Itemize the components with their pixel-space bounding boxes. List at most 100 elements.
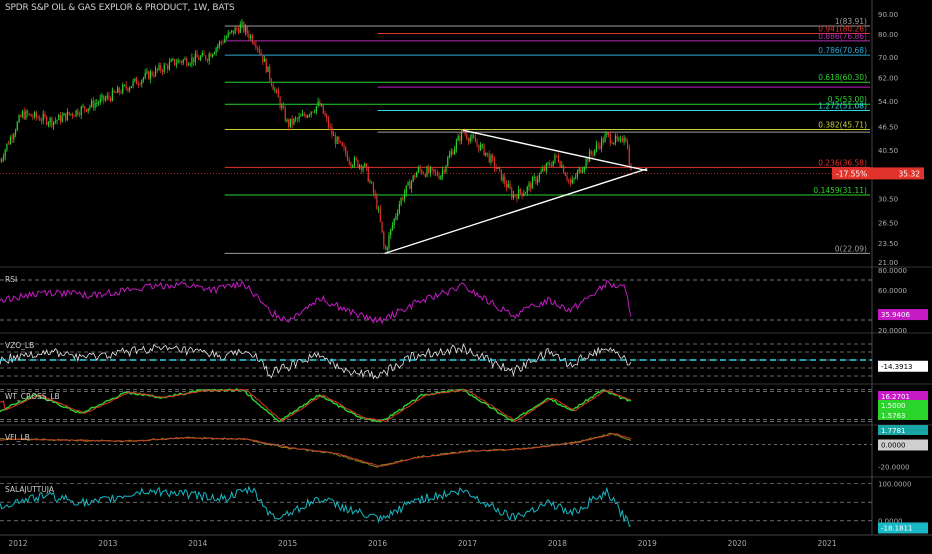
candle-body	[129, 87, 131, 91]
candle-body	[609, 134, 611, 143]
indicator-label: VFI_LB	[5, 433, 30, 442]
candle-body	[270, 78, 273, 85]
fib-level-label: 0(22.09)	[835, 244, 867, 253]
time-axis-tick: 2012	[8, 539, 27, 548]
candle-body	[137, 84, 139, 86]
candle-body	[40, 120, 43, 122]
vfi-line-signal	[0, 433, 632, 467]
vzo-value-text: -14.3913	[881, 363, 912, 371]
candle-body	[397, 212, 399, 217]
candle-body	[391, 225, 394, 230]
candle-body	[9, 137, 11, 145]
sala-value-tag	[878, 522, 928, 534]
candle-body	[582, 170, 584, 173]
candle-body	[575, 177, 577, 179]
candle-body	[63, 113, 65, 116]
candle-body	[180, 61, 183, 63]
price-axis-tick: 46.50	[878, 124, 898, 132]
candle-body	[554, 155, 556, 161]
candle-body	[106, 95, 108, 99]
candle-body	[72, 113, 74, 116]
candle-body	[628, 147, 630, 166]
candle-body	[296, 118, 298, 120]
candle-body	[59, 114, 62, 122]
wt-value-text: 1.5763	[881, 412, 906, 420]
candle-body	[540, 171, 542, 174]
candle-body	[490, 155, 492, 163]
wt-line-signal	[0, 388, 632, 423]
candle-body	[92, 100, 94, 108]
time-axis-tick: 2015	[278, 539, 297, 548]
candle-body	[301, 113, 304, 116]
candle-body	[44, 113, 46, 117]
time-axis-tick: 2019	[638, 539, 657, 548]
candle-body	[250, 35, 252, 38]
vfi-value-text: 0.0000	[881, 442, 906, 450]
candle-body	[429, 167, 432, 173]
candle-body	[208, 53, 210, 61]
candle-body	[550, 165, 553, 167]
candle-body	[111, 90, 113, 101]
candle-body	[552, 160, 554, 167]
candle-body	[260, 52, 262, 56]
time-axis-tick: 2020	[728, 539, 747, 548]
candle-body	[246, 26, 248, 34]
candle-body	[97, 102, 100, 104]
candle-body	[557, 156, 559, 162]
candle-body	[348, 160, 350, 163]
candle-body	[205, 55, 207, 60]
fib-level-label: 0.5(53.00)	[828, 95, 867, 104]
candle-body	[583, 167, 585, 171]
price-axis-tick: 40.50	[878, 147, 898, 155]
candle-body	[272, 84, 274, 91]
candle-body	[165, 64, 167, 66]
candle-body	[28, 114, 30, 115]
candle-body	[405, 185, 407, 194]
candle-body	[526, 186, 528, 193]
candle-body	[198, 57, 200, 61]
candle-body	[452, 151, 454, 155]
candle-body	[293, 118, 295, 125]
candle-body	[199, 56, 202, 61]
candle-body	[177, 60, 179, 64]
candle-body	[170, 60, 172, 63]
rsi-value-text: 35.9406	[881, 311, 910, 319]
price-axis-tick: 26.50	[878, 219, 898, 227]
candle-body	[326, 115, 328, 119]
candle-body	[403, 193, 406, 200]
candle-body	[580, 168, 582, 173]
candle-body	[130, 86, 132, 88]
candle-body	[289, 118, 292, 127]
candle-body	[357, 160, 359, 168]
candle-body	[125, 84, 127, 89]
candle-body	[492, 155, 494, 159]
indicator-label: RSI	[5, 275, 17, 284]
candle-body	[502, 176, 504, 181]
candle-body	[474, 137, 477, 143]
candle-body	[298, 116, 300, 119]
candle-body	[300, 115, 302, 117]
wt-value-tag	[878, 400, 928, 410]
candle-body	[167, 65, 169, 70]
candle-body	[378, 208, 380, 210]
candle-body	[381, 221, 383, 232]
candle-body	[310, 111, 312, 115]
candle-body	[372, 183, 375, 194]
candle-body	[258, 48, 260, 53]
candle-body	[388, 235, 390, 248]
candle-body	[101, 95, 103, 99]
candle-body	[225, 37, 228, 39]
trendline	[384, 168, 648, 255]
candle-body	[379, 208, 381, 222]
candle-body	[346, 154, 349, 161]
candle-body	[286, 119, 288, 122]
candle-body	[77, 110, 79, 115]
candle-body	[543, 168, 546, 171]
candle-body	[594, 149, 596, 155]
candle-body	[175, 63, 177, 65]
candle-body	[163, 64, 165, 72]
candle-body	[312, 111, 314, 113]
candle-body	[556, 155, 558, 157]
